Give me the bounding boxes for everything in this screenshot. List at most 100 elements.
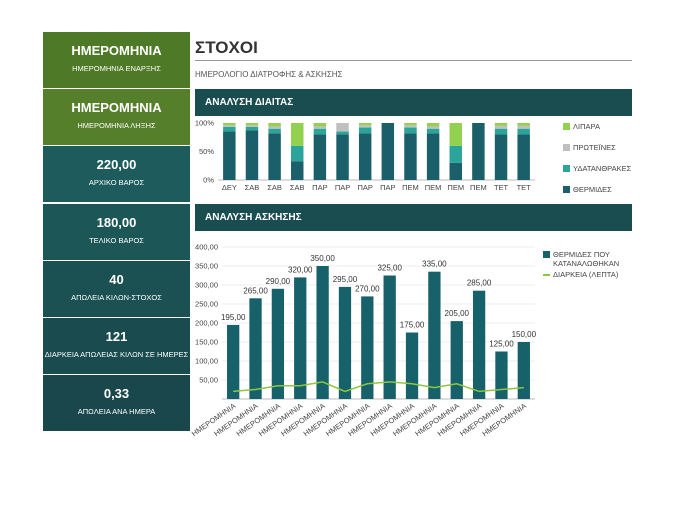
- legend-swatch: [563, 144, 570, 151]
- bar-segment: [313, 123, 327, 127]
- bar-segment: [245, 126, 259, 131]
- data-label: 125,00: [489, 340, 514, 349]
- x-tick-label: ΠΕΜ: [470, 183, 487, 192]
- legend-entry: ΥΔΑΤΑΝΘΡΑΚΕΣ: [563, 164, 633, 173]
- legend-label: ΠΡΩΤΕΪΝΕΣ: [573, 143, 616, 152]
- x-tick-label: ΣΑΒ: [245, 183, 260, 192]
- data-label: 175,00: [400, 321, 425, 330]
- bar-segment: [268, 128, 281, 134]
- legend-swatch: [563, 186, 570, 193]
- legend-swatch: [563, 165, 570, 172]
- legend-swatch: [543, 274, 550, 276]
- bar: [227, 324, 240, 399]
- y-tick-label: 400,00: [195, 243, 218, 252]
- bar-segment: [426, 128, 440, 134]
- bar-segment: [336, 134, 349, 180]
- data-label: 350,00: [310, 254, 335, 263]
- card-title: 180,00: [96, 214, 137, 230]
- bar-segment: [336, 131, 349, 135]
- y-tick-label: 250,00: [195, 300, 218, 309]
- x-tick-label: ΠΕΜ: [402, 183, 419, 192]
- bar: [294, 277, 307, 399]
- bar-segment: [358, 123, 372, 126]
- card-subtitle: ΗΜΕΡΟΜΗΝΙΑ ΛΗΞΗΣ: [77, 121, 156, 131]
- x-tick-label: ΠΑΡ: [357, 183, 372, 192]
- bar-segment: [426, 123, 440, 127]
- sidebar-card: 40 ΑΠΩΛΕΙΑ ΚΙΛΩΝ-ΣΤΟΧΟΣ: [43, 260, 190, 317]
- bar-segment: [404, 127, 417, 134]
- card-subtitle: ΔΙΑΡΚΕΙΑ ΑΠΩΛΕΙΑΣ ΚΙΛΩΝ ΣΕ ΗΜΕΡΕΣ: [44, 350, 189, 359]
- legend-entry: ΔΙΑΡΚΕΙΑ (ΛΕΠΤΑ): [543, 270, 633, 279]
- legend-label: ΔΙΑΡΚΕΙΑ (ΛΕΠΤΑ): [553, 270, 619, 279]
- bar-segment: [336, 123, 349, 132]
- bar-segment: [449, 123, 462, 146]
- bar-segment: [517, 125, 530, 129]
- card-title: ΗΜΕΡΟΜΗΝΙΑ: [71, 43, 162, 58]
- data-label: 195,00: [221, 313, 246, 322]
- y-tick-label: 100,00: [195, 357, 218, 366]
- sidebar-card: 0,33 ΑΠΩΛΕΙΑ ΑΝΑ ΗΜΕΡΑ: [43, 375, 190, 432]
- x-tick-label: ΠΑΡ: [335, 183, 350, 192]
- y-tick-label: 350,00: [195, 262, 218, 271]
- x-tick-label: ΠΑΡ: [312, 183, 327, 192]
- data-label: 320,00: [288, 265, 313, 274]
- section-band: ΑΝΑΛΥΣΗ ΑΣΚΗΣΗΣ: [195, 204, 632, 231]
- bar: [517, 342, 530, 399]
- y-tick-label: 0%: [203, 176, 214, 185]
- bar-segment: [245, 125, 259, 127]
- card-subtitle: ΑΠΩΛΕΙΑ ΑΝΑ ΗΜΕΡΑ: [77, 407, 156, 417]
- bar-segment: [268, 126, 281, 129]
- x-tick-label: ΠΕΜ: [447, 183, 464, 192]
- bar-segment: [449, 145, 462, 163]
- bar: [495, 351, 508, 399]
- bar-segment: [517, 123, 530, 126]
- bar-segment: [313, 126, 327, 129]
- x-tick-label: ΔΕΥ: [222, 183, 237, 192]
- bar-segment: [494, 128, 508, 135]
- x-tick-label: ΤΕΤ: [494, 183, 509, 192]
- card-title: 0,33: [103, 386, 130, 402]
- data-label: 265,00: [243, 286, 268, 295]
- bar-segment: [381, 123, 395, 180]
- legend-entry: ΘΕΡΜΙΔΕΣ ΠΟΥ ΚΑΤΑΝΑΛΩΘΗΚΑΝ: [543, 250, 633, 268]
- header-title: ΣΤΟΧΟΙ: [195, 38, 258, 57]
- bar-segment: [449, 162, 462, 180]
- bar-segment: [313, 128, 327, 135]
- bar-segment: [404, 125, 417, 128]
- card-title: 40: [109, 271, 124, 287]
- bar: [316, 266, 329, 399]
- y-tick-label: 50,00: [199, 376, 218, 385]
- card-subtitle: ΑΡΧΙΚΟ ΒΑΡΟΣ: [88, 178, 145, 188]
- bar-segment: [245, 130, 259, 180]
- x-tick-label: ΠΑΡ: [380, 183, 395, 192]
- bar-segment: [223, 125, 236, 127]
- bar: [450, 321, 463, 399]
- y-tick-label: 300,00: [195, 281, 218, 290]
- x-tick-label: ΠΕΜ: [425, 183, 442, 192]
- bar-segment: [404, 133, 417, 180]
- bar: [338, 286, 352, 399]
- bar-segment: [358, 127, 372, 134]
- sidebar-card: 180,00 ΤΕΛΙΚΟ ΒΑΡΟΣ: [43, 203, 190, 260]
- legend-label: ΘΕΡΜΙΔΕΣ: [573, 185, 612, 194]
- legend-swatch: [563, 123, 570, 130]
- bar-segment: [517, 134, 530, 180]
- legend-label: ΥΔΑΤΑΝΘΡΑΚΕΣ: [573, 164, 632, 173]
- y-tick-label: 200,00: [195, 319, 218, 328]
- bar-segment: [426, 133, 440, 180]
- y-tick-label: 150,00: [195, 338, 218, 347]
- legend-entry: ΛΙΠΑΡΑ: [563, 122, 633, 131]
- legend-label: ΘΕΡΜΙΔΕΣ ΠΟΥ ΚΑΤΑΝΑΛΩΘΗΚΑΝ: [553, 250, 620, 268]
- legend-swatch: [543, 251, 550, 258]
- card-title: 121: [105, 329, 128, 344]
- card-subtitle: ΤΕΛΙΚΟ ΒΑΡΟΣ: [89, 235, 144, 245]
- bar-segment: [291, 145, 304, 162]
- y-tick-label: 50%: [199, 147, 214, 156]
- bar-segment: [291, 161, 304, 180]
- sidebar-card: 220,00 ΑΡΧΙΚΟ ΒΑΡΟΣ: [43, 146, 190, 203]
- bar-segment: [245, 123, 259, 126]
- y-tick-label: 100%: [195, 119, 215, 128]
- data-label: 335,00: [422, 260, 447, 269]
- bar-segment: [517, 128, 530, 135]
